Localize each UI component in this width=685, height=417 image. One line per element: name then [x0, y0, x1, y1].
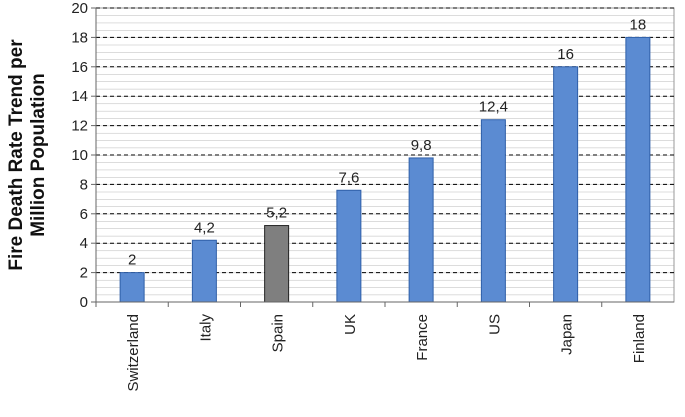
bar	[119, 272, 145, 303]
y-tick-label: 16	[71, 59, 88, 76]
value-label: 12,4	[479, 99, 508, 116]
y-tick-label: 8	[80, 176, 88, 193]
bar	[625, 36, 651, 303]
x-tick-label: Finland	[631, 314, 648, 363]
y-tick-label: 2	[80, 265, 88, 282]
bar	[264, 225, 290, 303]
y-tick-label: 6	[80, 206, 88, 223]
bar	[553, 66, 579, 303]
y-tick-label: 18	[71, 29, 88, 46]
y-tick-label: 4	[80, 235, 88, 252]
value-label: 7,6	[338, 169, 359, 186]
x-tick-label: France	[414, 314, 431, 361]
x-tick-label: UK	[342, 314, 359, 335]
value-label: 18	[630, 16, 647, 33]
value-label: 2	[128, 252, 136, 269]
y-tick-label: 0	[80, 294, 88, 311]
x-tick-label: Japan	[559, 314, 576, 355]
y-axis-label-line: Fire Death Rate Trend per	[6, 39, 27, 271]
bar	[480, 119, 506, 303]
value-label: 4,2	[194, 219, 215, 236]
bar	[408, 157, 434, 303]
y-axis-label: Fire Death Rate Trend perMillion Populat…	[6, 39, 49, 271]
y-tick-label: 20	[71, 0, 88, 17]
bar	[336, 189, 362, 303]
bar	[191, 239, 217, 303]
x-tick-label: Italy	[197, 314, 214, 342]
y-tick-label: 10	[71, 147, 88, 164]
y-axis-label-line: Million Population	[28, 73, 49, 237]
value-label: 16	[557, 46, 574, 63]
y-tick-label: 12	[71, 118, 88, 135]
x-tick-label: US	[486, 314, 503, 335]
x-tick-label: Switzerland	[125, 314, 142, 392]
value-label: 9,8	[411, 137, 432, 154]
y-tick-label: 14	[71, 88, 88, 105]
x-tick-label: Spain	[270, 314, 287, 352]
value-label: 5,2	[266, 205, 287, 222]
